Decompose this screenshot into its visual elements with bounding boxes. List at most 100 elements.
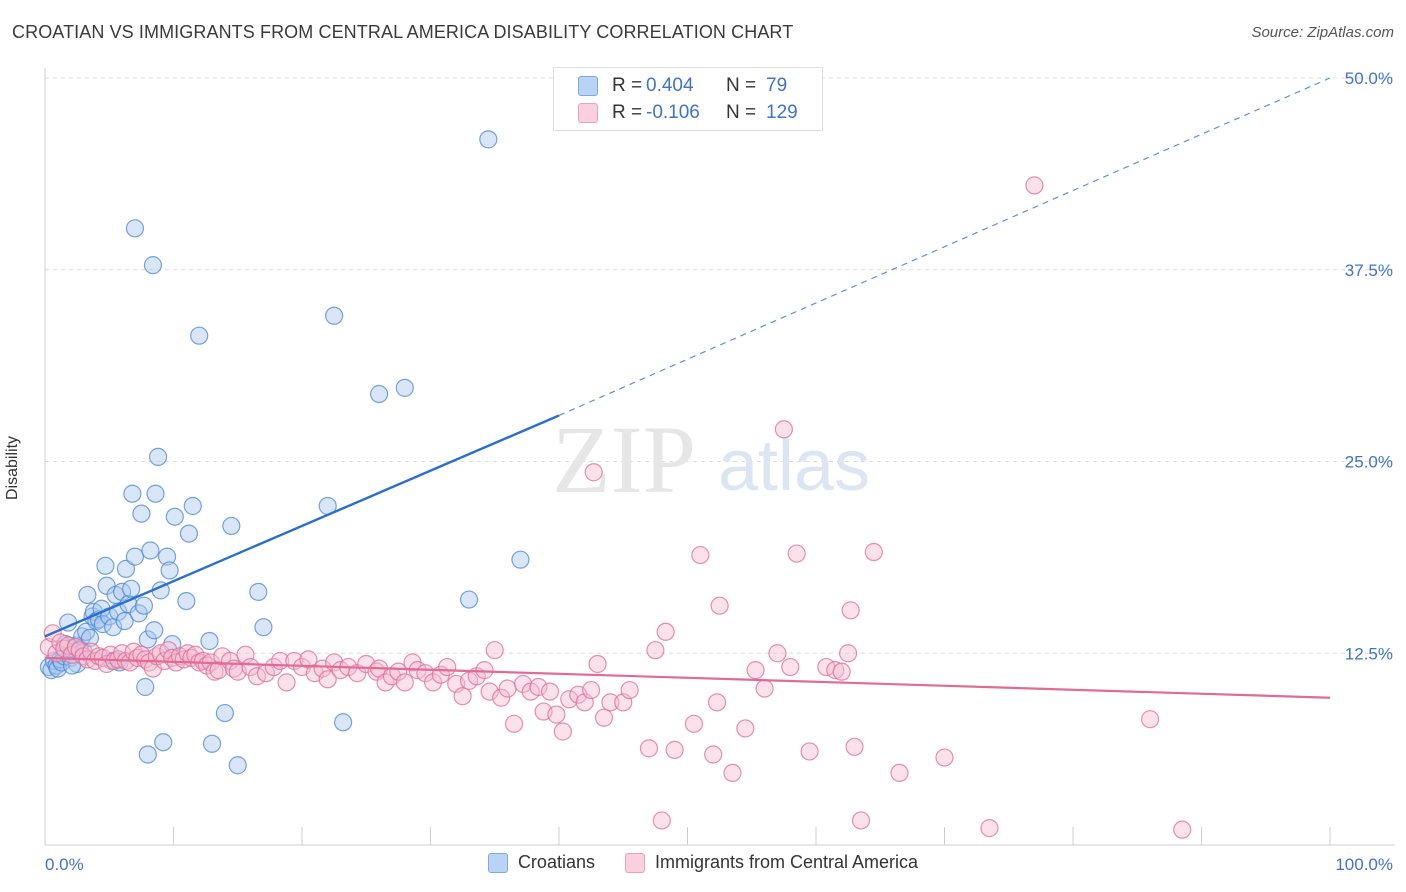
x-tick-label: 0.0% [45,855,84,874]
point-immigrants [826,661,845,680]
point-immigrants [389,662,408,681]
point-immigrants [438,657,457,677]
y-tick-label: 12.5% [1345,644,1393,663]
point-croatians [121,579,141,598]
point-immigrants [800,742,819,761]
legend-item-croatians: Croatians [487,852,595,873]
series-legend: Croatians Immigrants from Central Americ… [0,852,1406,873]
point-croatians [125,219,145,238]
point-croatians [459,590,479,609]
point-croatians [325,306,344,325]
point-croatians [125,547,145,566]
legend-label-croatians: Croatians [517,852,595,872]
y-tick-label: 25.0% [1345,453,1393,472]
point-croatians [370,384,389,404]
point-croatians [160,561,179,580]
legend-swatch-croatians [487,852,508,873]
point-croatians [479,130,498,149]
point-immigrants [313,659,332,678]
point-immigrants [485,641,504,660]
legend-swatch-croatians [578,76,598,96]
point-immigrants [652,811,671,830]
y-tick-label: 50.0% [1345,69,1393,88]
point-immigrants [723,763,742,783]
point-immigrants [665,740,684,759]
point-immigrants [504,714,524,733]
point-croatians [116,559,136,578]
point-immigrants [553,722,572,741]
point-immigrants [540,682,560,701]
point-croatians [190,326,209,345]
point-croatians [228,756,247,775]
point-immigrants [890,763,909,783]
legend-item-immigrants: Immigrants from Central America [624,852,919,873]
point-immigrants [839,644,858,663]
legend-n-value: 79 [766,75,788,96]
point-immigrants [423,673,443,692]
point-immigrants [851,811,871,830]
legend-row-immigrants: R = -0.106 N = 129 [578,101,798,125]
source-credit: Source: ZipAtlas.com [1251,24,1394,41]
point-immigrants [980,819,999,838]
point-croatians [249,582,268,601]
point-immigrants [755,679,774,698]
legend-n-value: 129 [766,102,798,123]
point-immigrants [781,657,800,677]
trend-line-croatians [44,414,560,638]
point-immigrants [746,661,765,680]
legend-r-value: 0.404 [646,75,694,96]
point-croatians [146,484,165,503]
point-croatians [143,256,163,275]
point-croatians [395,378,414,397]
point-croatians [145,621,164,640]
point-immigrants [639,739,659,758]
point-immigrants [498,679,517,698]
legend-row-croatians: R = 0.404 N = 79 [578,74,787,98]
point-croatians [511,550,530,569]
point-immigrants [492,688,511,707]
point-croatians [141,541,160,560]
point-immigrants [588,654,607,674]
point-croatians [115,611,134,631]
watermark-zip: ZIP [552,406,696,513]
point-croatians [134,596,154,615]
point-immigrants [845,737,864,756]
point-immigrants [736,719,755,738]
point-croatians [123,484,142,503]
point-croatians [138,745,157,764]
point-immigrants [787,544,806,563]
series-croatians [39,130,530,775]
point-immigrants [646,641,665,660]
point-immigrants [453,687,472,706]
axes [44,68,1395,846]
correlation-legend: R = 0.404 N = 79 R = -0.106 N = 129 [553,67,823,131]
point-immigrants [547,705,566,724]
point-croatians [157,547,177,566]
point-croatians [78,585,97,605]
point-immigrants [475,661,494,680]
legend-label-immigrants: Immigrants from Central America [654,852,919,872]
point-croatians [138,630,157,649]
point-immigrants [774,420,793,439]
point-immigrants [318,670,337,689]
point-immigrants [620,680,639,700]
legend-n-label: N = [726,102,757,123]
point-immigrants [691,545,710,565]
trend-lines [44,77,1331,699]
gridlines [45,77,1395,654]
legend-n-label: N = [726,75,757,96]
point-croatians [222,516,241,536]
point-croatians [200,631,219,651]
point-croatians [136,677,155,697]
point-immigrants [277,673,296,692]
point-immigrants [832,662,851,681]
point-immigrants [1173,820,1192,839]
point-croatians [215,703,234,723]
y-tick-label: 37.5% [1345,261,1393,280]
point-immigrants [480,682,499,701]
point-immigrants [656,622,675,641]
legend-swatch-immigrants [624,852,645,873]
point-immigrants [513,674,533,694]
legend-swatch-immigrants [578,103,598,123]
